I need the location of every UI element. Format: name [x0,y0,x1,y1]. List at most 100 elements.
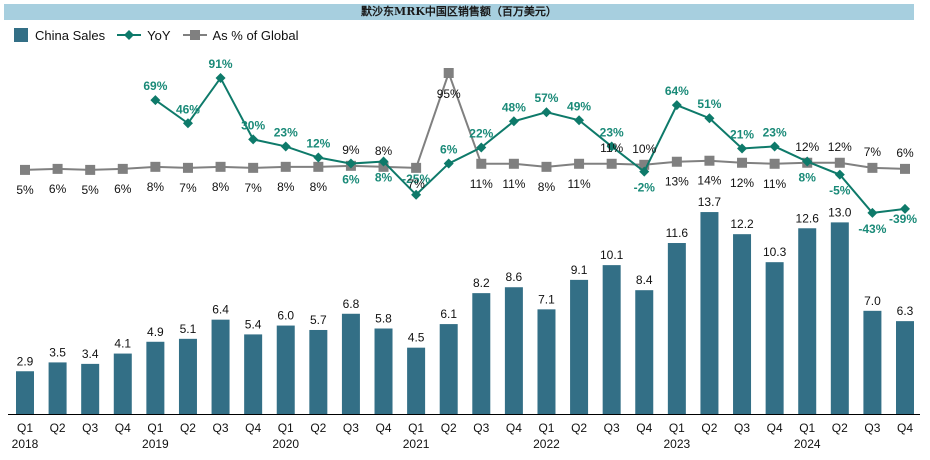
bar-china-sales [504,287,523,414]
share-value-label: 11% [568,177,591,191]
bar-value-label: 4.1 [114,337,131,351]
yoy-value-label: 8% [375,171,393,185]
x-tick-label: Q2 [310,421,326,435]
yoy-value-label: 64% [665,84,689,98]
share-value-label: 8% [538,180,556,194]
bar-china-sales [81,363,100,414]
bar-value-label: 7.1 [538,292,555,306]
share-marker [476,158,487,169]
x-year-label: 2021 [403,437,430,451]
bar-value-label: 6.4 [212,303,229,317]
x-tick-label: Q3 [213,421,229,435]
yoy-marker [411,189,422,200]
yoy-marker [541,107,552,118]
bar-value-label: 3.4 [82,347,99,361]
yoy-marker [639,166,650,177]
share-value-label: 10% [632,142,656,156]
x-tick-label: Q1 [799,421,815,435]
x-year-label: 2023 [664,437,691,451]
share-value-label: 13% [665,175,689,189]
yoy-value-label: 21% [730,127,754,141]
legend-label-china-sales: China Sales [35,27,106,43]
bar-china-sales [537,309,556,414]
bar-china-sales [244,334,263,414]
yoy-value-label: -39% [889,212,917,226]
yoy-marker [443,158,454,169]
yoy-marker [606,141,617,152]
share-value-label: 7% [864,145,882,159]
yoy-value-label: 12% [306,137,330,151]
share-line [24,69,906,171]
bar-value-label: 8.6 [506,270,523,284]
yoy-value-label: -5% [829,184,851,198]
share-value-label: 11% [600,141,623,155]
share-marker [900,163,910,174]
x-tick-label: Q2 [180,421,196,435]
yoy-marker [476,142,487,153]
bar-value-label: 3.5 [49,345,66,359]
x-tick-label: Q1 [147,421,163,435]
bar-china-sales [635,290,654,414]
share-marker [671,156,682,167]
x-tick-label: Q2 [701,421,717,435]
bar-china-sales [830,222,849,414]
share-marker [378,161,389,172]
yoy-value-label: 57% [534,91,558,105]
share-marker [574,158,585,169]
legend-square-line-icon [182,29,207,41]
yoy-value-label: 51% [697,97,721,111]
yoy-value-label: 23% [763,125,787,139]
share-value-label: 14% [697,174,721,188]
x-tick-label: Q4 [506,421,522,435]
yoy-value-label: -2% [634,181,656,195]
bar-china-sales [570,279,589,414]
bar-value-label: 5.1 [180,322,197,336]
bar-value-label: 5.8 [375,312,392,326]
x-tick-label: Q1 [17,421,33,435]
yoy-value-label: 49% [567,99,591,113]
x-tick-label: Q3 [734,421,750,435]
share-marker [834,157,845,168]
bar-value-label: 8.4 [636,273,653,287]
share-value-label: 6% [49,182,67,196]
yoy-line [154,76,906,214]
yoy-marker [508,116,519,127]
bar-china-sales [407,347,426,414]
bar-china-sales [178,338,197,414]
x-tick-label: Q4 [767,421,783,435]
yoy-marker [378,156,389,167]
x-tick-label: Q4 [897,421,913,435]
share-value-label: 7% [244,181,262,195]
bar-china-sales [16,371,34,414]
yoy-marker [900,203,910,214]
share-value-label: 6% [896,146,914,160]
chart-title: 默沙东MRK中国区销售额（百万美元） [4,4,914,20]
share-marker [639,159,650,170]
bar-value-label: 13.7 [698,195,722,209]
yoy-value-label: 23% [274,125,298,139]
legend-item-share: As % of Global [182,28,299,43]
yoy-marker [737,143,748,154]
x-tick-label: Q2 [832,421,848,435]
yoy-value-label: -43% [858,222,886,236]
share-marker [704,155,715,166]
x-year-label: 2024 [794,437,821,451]
share-value-label: 95% [437,87,461,101]
x-tick-label: Q4 [376,421,392,435]
bar-china-sales [472,293,491,414]
bar-value-label: 2.9 [17,354,34,368]
bar-value-label: 6.8 [343,297,360,311]
share-marker [411,162,422,173]
share-marker [313,161,324,172]
yoy-marker [150,95,161,106]
bar-value-label: 8.2 [473,276,490,290]
share-marker [150,161,161,172]
bar-china-sales [211,319,230,414]
share-marker [769,158,780,169]
bar-value-label: 10.3 [763,245,787,259]
share-marker [443,68,454,78]
share-value-label: 7% [179,181,197,195]
yoy-value-label: 91% [209,57,233,71]
bar-value-label: 10.1 [600,248,624,262]
